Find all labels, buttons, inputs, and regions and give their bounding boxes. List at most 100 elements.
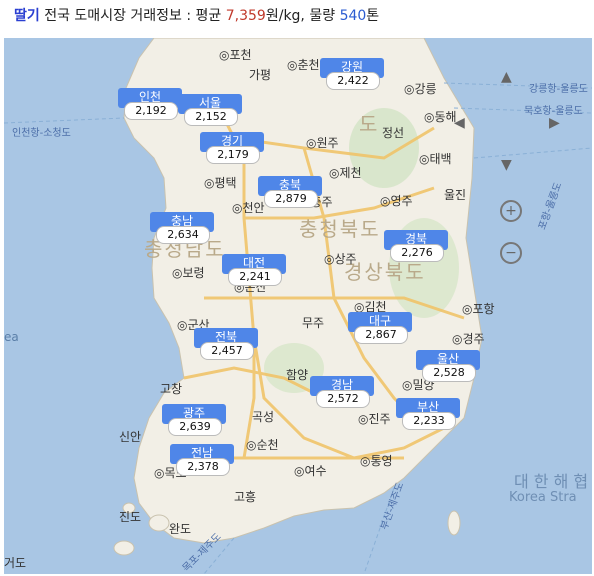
map-base: [4, 38, 592, 574]
city-label: ◎원주: [306, 136, 339, 150]
city-label: ◎천안: [232, 201, 265, 215]
region-price: 2,572: [316, 390, 370, 408]
sea-label: 대 한 해 협: [514, 472, 589, 491]
region-name: 전북: [214, 330, 238, 344]
sea-label: Korea Stra: [509, 490, 577, 505]
city-label: 곡성: [252, 410, 275, 424]
region-name: 충남: [170, 214, 194, 228]
region-badge[interactable]: 광주 2,639: [162, 404, 226, 438]
city-label: ◎제천: [329, 166, 362, 180]
city-label: ◎김천: [354, 300, 387, 314]
zoom-in-icon: +: [505, 203, 517, 219]
city-label: 고창: [160, 382, 183, 396]
map-view[interactable]: 도 충청북도 충청남도 경상북도 ◎포천 가평 ◎춘천 ◎강릉 ◎동해 ◎원주 …: [4, 38, 592, 574]
city-label: 진도: [119, 510, 142, 524]
pan-up-button[interactable]: ▲: [501, 69, 512, 85]
region-badge[interactable]: 전북 2,457: [194, 328, 258, 362]
province-label: 도: [359, 112, 380, 136]
city-label: ◎보령: [172, 266, 205, 280]
region-badge[interactable]: 전남 2,378: [170, 444, 234, 478]
region-name: 전남: [190, 446, 214, 460]
region-price: 2,378: [176, 458, 230, 476]
trade-volume: 540: [339, 8, 367, 24]
region-name: 강원: [340, 60, 364, 74]
region-badge[interactable]: 인천 2,192: [118, 88, 182, 122]
region-badge[interactable]: 경기 2,179: [200, 132, 264, 166]
region-badge[interactable]: 대구 2,867: [348, 312, 412, 346]
city-label: ◎순천: [246, 438, 279, 452]
region-badge[interactable]: 서울 2,152: [178, 94, 242, 128]
region-price: 2,241: [228, 268, 282, 286]
city-label: ◎진주: [358, 412, 391, 426]
region-name: 대전: [242, 256, 266, 270]
region-price: 2,634: [156, 226, 210, 244]
city-label: 함양: [286, 368, 309, 382]
region-price: 2,528: [422, 364, 476, 382]
zoom-in-button[interactable]: +: [500, 200, 522, 222]
region-price: 2,422: [326, 72, 380, 90]
average-price: 7,359: [225, 8, 266, 24]
pan-right-button[interactable]: ▶: [549, 115, 560, 131]
city-label: ◎포항: [462, 302, 495, 316]
province-label: 경상북도: [344, 260, 426, 284]
region-badge[interactable]: 충북 2,879: [258, 176, 322, 210]
region-badge[interactable]: 충남 2,634: [150, 212, 214, 246]
region-badge[interactable]: 강원 2,422: [320, 58, 384, 92]
volume-unit: 톤: [366, 8, 380, 24]
zoom-out-button[interactable]: −: [500, 242, 522, 264]
city-label: ◎경주: [452, 332, 485, 346]
city-label: ◎여수: [294, 464, 327, 478]
city-label: 고흥: [234, 490, 257, 504]
ferry-route-label: 강릉항-울릉도: [529, 84, 588, 95]
region-name: 경기: [220, 134, 244, 148]
page-title: 딸기 전국 도매시장 거래정보 : 평균 7,359원/kg, 물량 540톤: [14, 4, 379, 28]
region-badge[interactable]: 울산 2,528: [416, 350, 480, 384]
region-badge[interactable]: 부산 2,233: [396, 398, 460, 432]
province-label: 충청북도: [299, 217, 381, 241]
city-label: ◎통영: [360, 454, 393, 468]
city-label: ◎춘천: [287, 58, 320, 72]
city-label: 거도: [4, 556, 27, 570]
pan-down-button[interactable]: ▼: [501, 157, 512, 173]
region-name: 인천: [138, 90, 162, 104]
ferry-route-label: 인천항-소청도: [12, 128, 71, 139]
region-name: 부산: [416, 400, 440, 414]
region-name: 대구: [368, 314, 392, 328]
region-price: 2,276: [390, 244, 444, 262]
city-label: ◎태백: [419, 152, 452, 166]
region-price: 2,457: [200, 342, 254, 360]
city-label: 울진: [444, 188, 467, 202]
region-badge[interactable]: 대전 2,241: [222, 254, 286, 288]
city-label: 완도: [169, 522, 192, 536]
region-name: 울산: [436, 352, 460, 366]
ferry-route-label: 묵호항-울릉도: [524, 106, 583, 117]
city-label: ◎평택: [204, 176, 237, 190]
region-badge[interactable]: 경북 2,276: [384, 230, 448, 264]
region-name: 경북: [404, 232, 428, 246]
region-price: 2,639: [168, 418, 222, 436]
city-label: ◎포천: [219, 48, 252, 62]
region-price: 2,879: [264, 190, 318, 208]
city-label: ea: [4, 330, 19, 344]
crop-name: 딸기: [14, 8, 40, 24]
region-price: 2,152: [184, 108, 238, 126]
city-label: ◎강릉: [404, 82, 437, 96]
region-price: 2,192: [124, 102, 178, 120]
region-price: 2,233: [402, 412, 456, 430]
city-label: ◎동해: [424, 110, 457, 124]
city-label: 정선: [382, 126, 405, 140]
region-price: 2,179: [206, 146, 260, 164]
title-text: 전국 도매시장 거래정보 : 평균: [44, 8, 222, 24]
city-label: 무주: [302, 316, 325, 330]
region-name: 충북: [278, 178, 302, 192]
region-badge[interactable]: 경남 2,572: [310, 376, 374, 410]
pan-left-button[interactable]: ◀: [454, 115, 465, 131]
city-label: ◎영주: [380, 194, 413, 208]
region-name: 서울: [198, 96, 222, 110]
region-name: 경남: [330, 378, 354, 392]
region-name: 광주: [182, 406, 206, 420]
zoom-out-icon: −: [505, 245, 517, 261]
city-label: 신안: [119, 430, 142, 444]
region-price: 2,867: [354, 326, 408, 344]
city-label: ◎상주: [324, 252, 357, 266]
